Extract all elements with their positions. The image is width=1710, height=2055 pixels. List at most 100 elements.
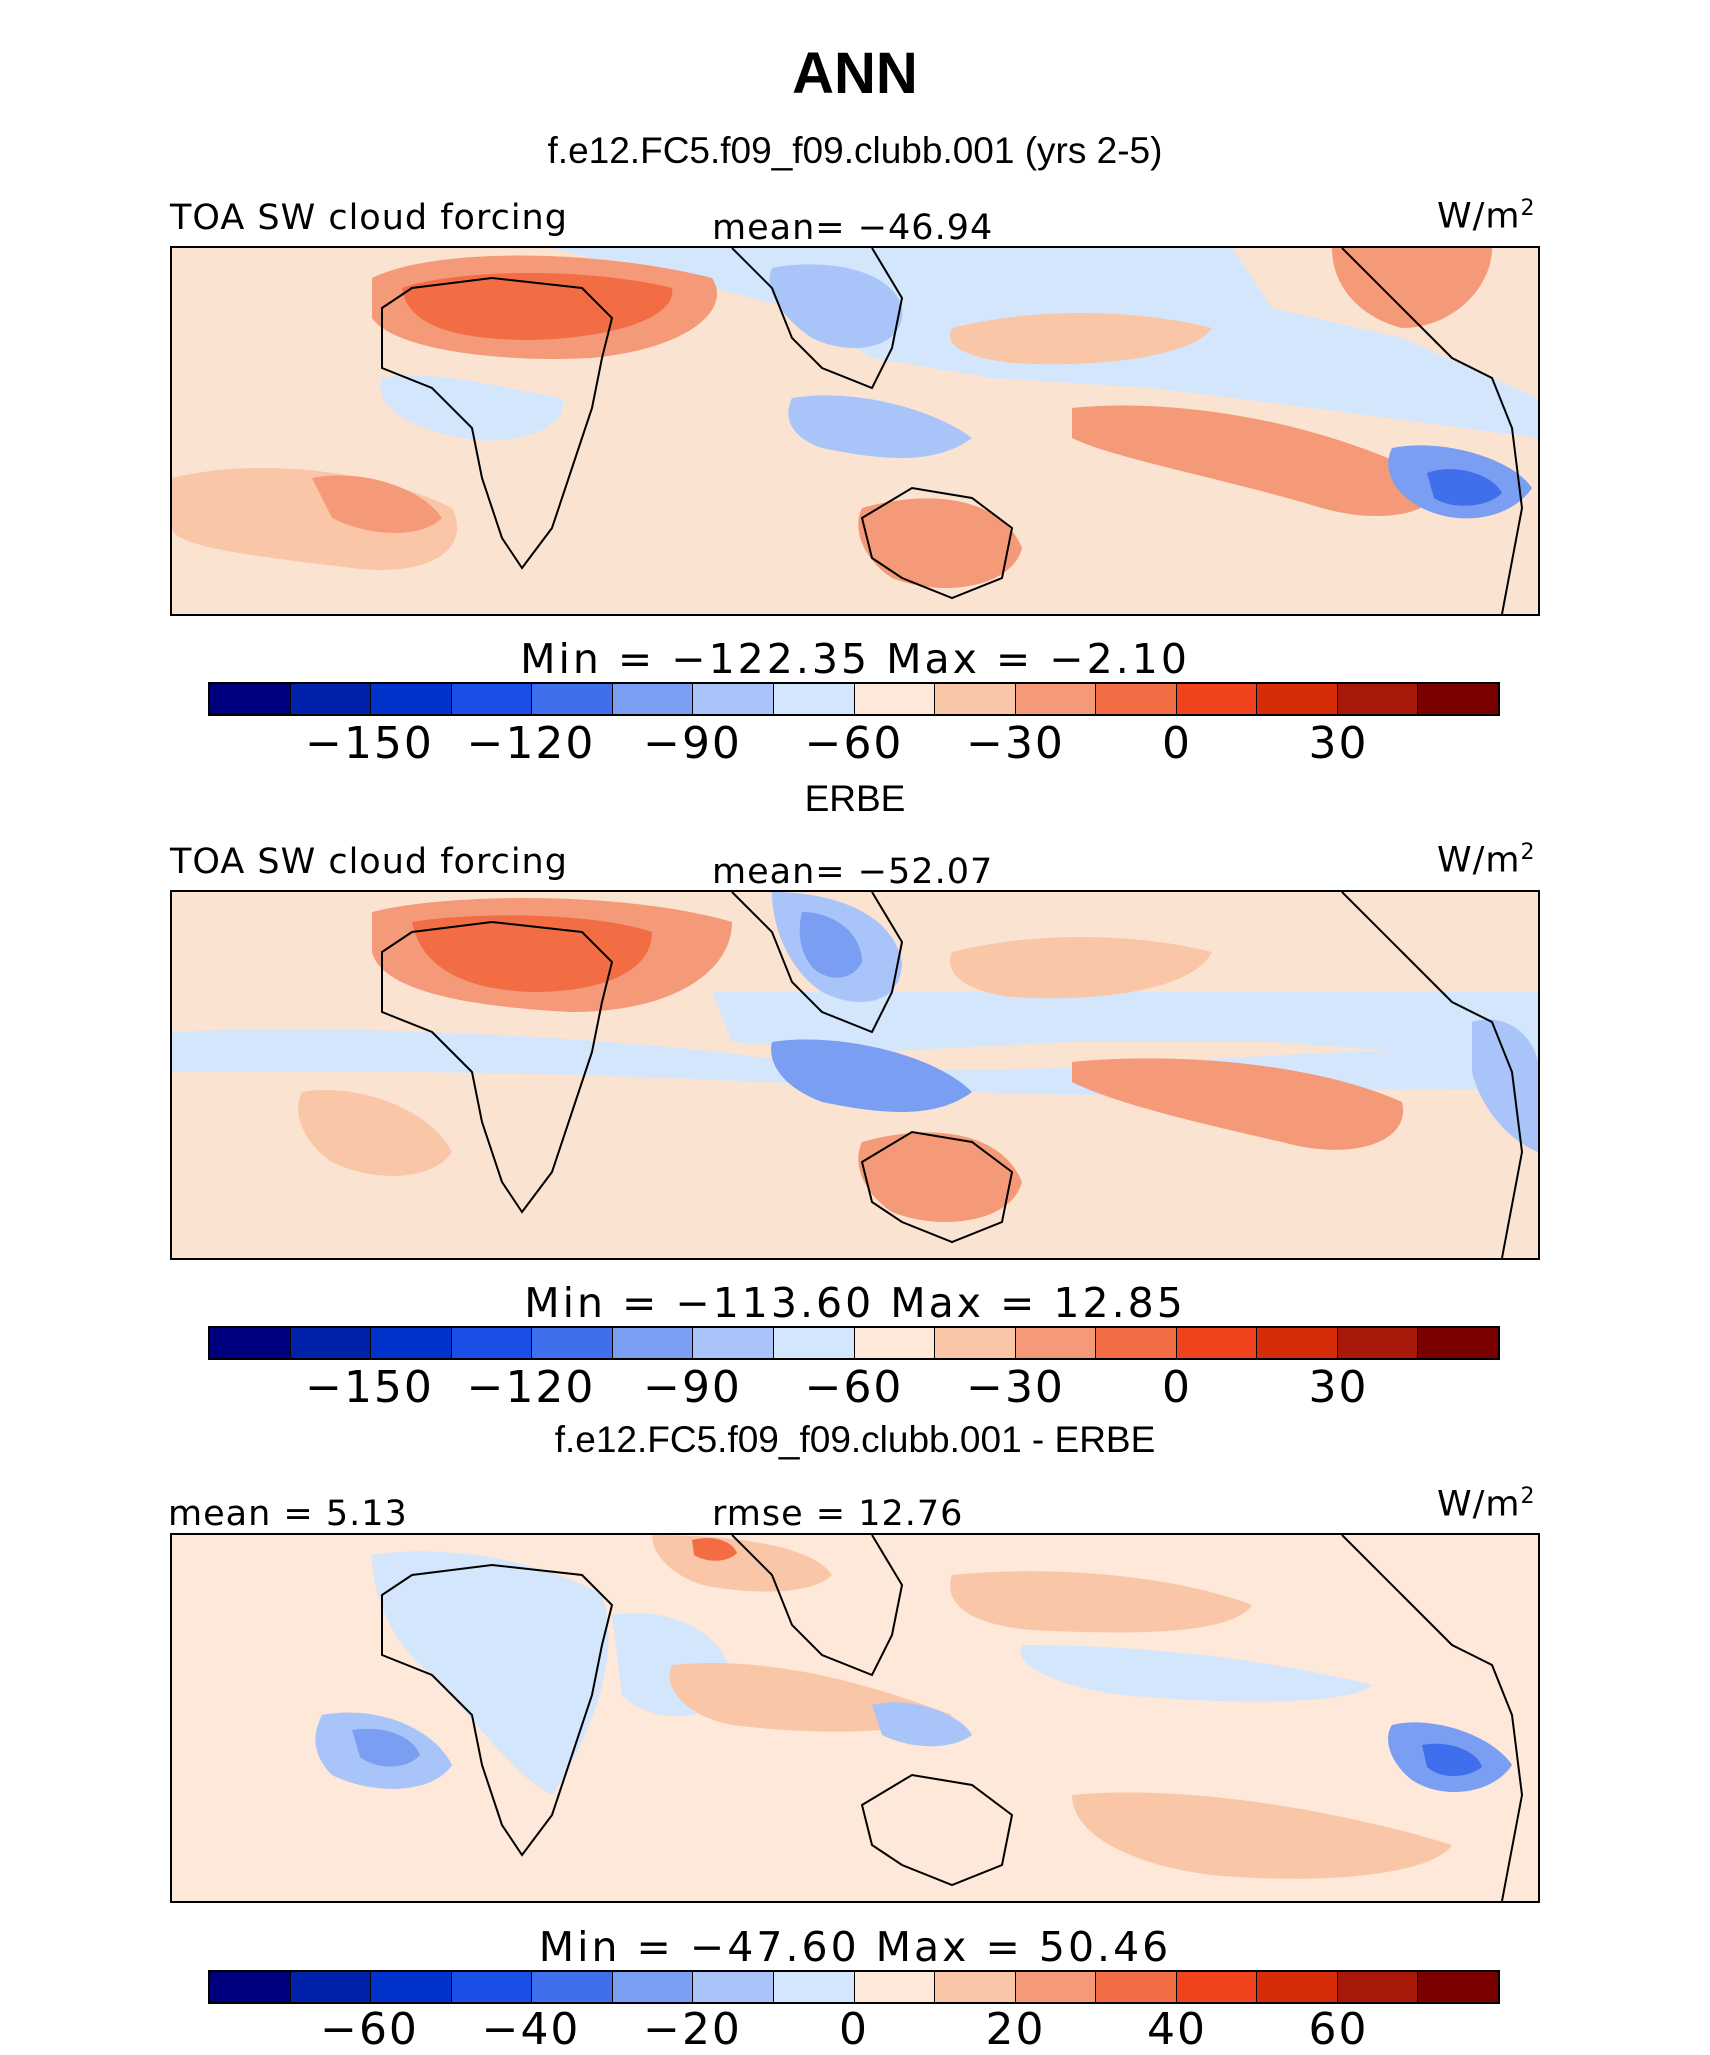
map-obs-coastline-americas [1341, 892, 1524, 1258]
map-obs-tropical-pacific-blue [712, 992, 1538, 1062]
panel-obs-minmax: Min = −113.60 Max = 12.85 [524, 1279, 1186, 1327]
panel-obs-mean-label: mean= −52.07 [712, 852, 994, 892]
panel-diff-mean-label: mean = 5.13 [168, 1494, 408, 1534]
map-model-australia-red [858, 498, 1022, 588]
figure-title: ANN [792, 41, 918, 106]
map-diff-east-pacific-core [1422, 1743, 1482, 1776]
panel-obs-colorbar-cell [210, 1328, 291, 1358]
map-obs-north-pacific-red [950, 937, 1212, 999]
map-diff-pacific-blue-band [1020, 1645, 1372, 1702]
panel-model-colorbar-cell [371, 684, 452, 714]
panel-model-tick-label: −90 [643, 718, 742, 769]
panel-obs-tick-label: −120 [466, 1362, 596, 1413]
panel-model-colorbar-cell [935, 684, 1016, 714]
panel-obs-colorbar-cell [693, 1328, 774, 1358]
map-diff [170, 1533, 1540, 1903]
panel-diff-tick-label: −60 [320, 2004, 419, 2055]
panel-obs-tick-label: 0 [1162, 1362, 1192, 1413]
panel-model-tick-label: −120 [466, 718, 596, 769]
panel-diff-colorbar-cell [290, 1972, 372, 2002]
panel-model-colorbar-cell [1337, 684, 1419, 714]
map-obs-coastline-australia [860, 1130, 1014, 1244]
map-model-coastline-australia [860, 486, 1014, 600]
map-model-coastline-africa [381, 276, 614, 570]
panel-diff-colorbar-cell [1015, 1972, 1097, 2002]
map-diff-north-pacific-red [950, 1571, 1252, 1633]
panel-diff-colorbar-cell [210, 1972, 291, 2002]
map-obs-south-pacific-red [1072, 1058, 1404, 1150]
panel-diff-minmax: Min = −47.60 Max = 50.46 [538, 1923, 1172, 1971]
panel-obs-colorbar-cell [1337, 1328, 1419, 1358]
panel-obs-colorbar-cell [451, 1328, 533, 1358]
map-diff-africa-blue [372, 1551, 609, 1795]
map-diff-south-atlantic-core [352, 1728, 420, 1767]
map-model-maritime-continent-blue [788, 395, 972, 458]
panel-diff-colorbar-ticks: −60 −40 −20 0 20 40 60 [208, 2004, 1500, 2055]
panel-obs-colorbar-cell [1096, 1328, 1177, 1358]
map-model-east-asia-blue [769, 264, 903, 348]
map-model-north-africa-strong [402, 273, 673, 340]
panel-model-minmax: Min = −122.35 Max = −2.10 [520, 635, 1190, 683]
panel-obs-units: W/m2 [1437, 840, 1536, 881]
panel-diff-colorbar-cell [612, 1972, 694, 2002]
panel-diff-tick-label: −40 [481, 2004, 581, 2055]
map-obs-sahara-core [412, 915, 652, 992]
panel-obs-subtitle: ERBE [804, 778, 906, 819]
panel-diff-colorbar-cell [532, 1972, 613, 2002]
panel-model-colorbar-cell [1176, 684, 1258, 714]
panel-obs-colorbar-cell [1257, 1328, 1338, 1358]
map-obs-south-america-blue [1472, 1019, 1538, 1152]
panel-diff-colorbar [208, 1970, 1500, 2004]
panel-model-units: W/m2 [1437, 196, 1536, 237]
panel-obs-tick-label: −60 [804, 1362, 904, 1413]
panel-model-subtitle: f.e12.FC5.f09_f09.clubb.001 (yrs 2-5) [547, 130, 1163, 171]
panel-model-tick-label: −30 [966, 718, 1065, 769]
map-model-south-pacific-stratocu [1072, 405, 1436, 517]
panel-model-tick-label: −60 [804, 718, 904, 769]
panel-diff-colorbar-cell [773, 1972, 855, 2002]
map-model-coastline-asia [731, 248, 904, 390]
panel-obs-colorbar-cell [773, 1328, 855, 1358]
panel-model-colorbar-cell [451, 684, 533, 714]
panel-model-colorbar-cell [854, 684, 936, 714]
panel-obs-colorbar-cell [371, 1328, 452, 1358]
panel-model-tick-label: 0 [1162, 718, 1192, 769]
panel-diff-tick-label: −20 [643, 2004, 742, 2055]
panel-model-colorbar-cell [693, 684, 774, 714]
map-diff-tibet-red [692, 1538, 737, 1561]
map-obs-coastline-asia [731, 892, 904, 1034]
panel-obs-colorbar-cell [1418, 1328, 1498, 1358]
panel-diff-colorbar-cell [1418, 1972, 1498, 2002]
panel-model-mean-label: mean= −46.94 [712, 208, 994, 248]
map-diff-coastline-africa [381, 1563, 614, 1857]
panel-model-colorbar-ticks: −150 −120 −90 −60 −30 0 30 [208, 718, 1500, 769]
map-model-east-pacific-core [1427, 469, 1502, 506]
panel-obs-field-label: TOA SW cloud forcing [170, 842, 568, 882]
panel-diff-tick-label: 60 [1308, 2004, 1369, 2055]
panel-model-colorbar-cell [532, 684, 613, 714]
map-obs-maritime-continent-blue [771, 1039, 972, 1112]
panel-diff-colorbar-cell [1176, 1972, 1258, 2002]
map-diff-coastline-americas [1341, 1535, 1524, 1901]
panel-diff-rmse-label: rmse = 12.76 [712, 1494, 964, 1534]
map-model-north-pacific-red [950, 313, 1212, 365]
panel-diff-colorbar-cell [854, 1972, 936, 2002]
panel-model-colorbar-cell [773, 684, 855, 714]
panel-obs-colorbar-ticks: −150 −120 −90 −60 −30 0 30 [208, 1362, 1500, 1413]
map-diff-coastline-asia [731, 1535, 904, 1677]
panel-model-colorbar-cell [210, 684, 291, 714]
panel-diff-subtitle: f.e12.FC5.f09_f09.clubb.001 - ERBE [554, 1419, 1156, 1460]
panel-obs-colorbar-cell [1176, 1328, 1258, 1358]
panel-diff-colorbar-cell [693, 1972, 774, 2002]
map-diff-maritime-blue [872, 1702, 972, 1747]
panel-obs-colorbar-cell [935, 1328, 1016, 1358]
panel-diff-colorbar-cell [1337, 1972, 1419, 2002]
map-diff-coastline-australia [860, 1773, 1014, 1887]
map-obs-east-asia-core [799, 912, 862, 978]
panel-obs-colorbar-cell [1015, 1328, 1097, 1358]
panel-obs-colorbar-cell [290, 1328, 372, 1358]
panel-obs-tick-label: −30 [966, 1362, 1065, 1413]
map-obs-australia-red [858, 1132, 1022, 1222]
panel-diff-tick-label: 40 [1147, 2004, 1207, 2055]
panel-obs-tick-label: −150 [305, 1362, 434, 1413]
